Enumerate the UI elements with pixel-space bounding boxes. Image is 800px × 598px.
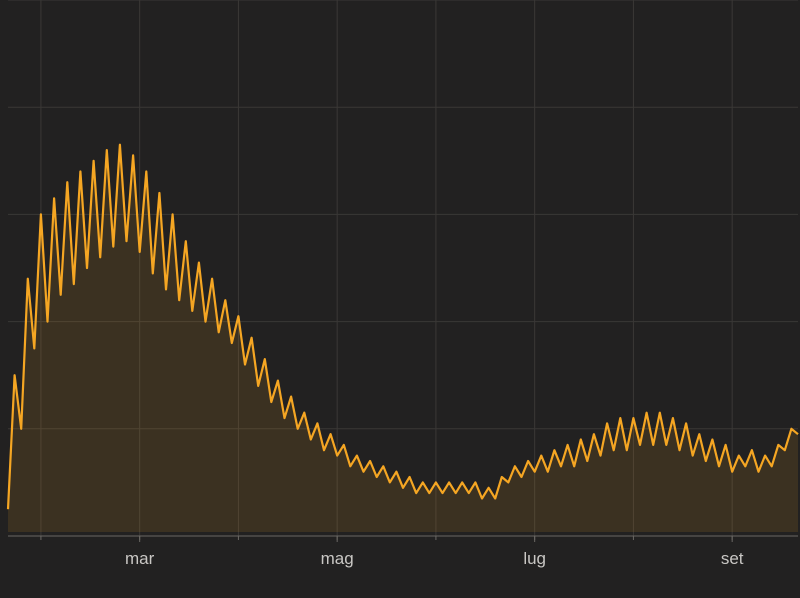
x-axis-label: mar — [125, 549, 155, 568]
x-axis-label: mag — [321, 549, 354, 568]
x-axis-label: set — [721, 549, 744, 568]
timeseries-chart: mar mag lug set — [0, 0, 800, 598]
x-axis-label: lug — [523, 549, 546, 568]
chart-container: mar mag lug set — [0, 0, 800, 598]
